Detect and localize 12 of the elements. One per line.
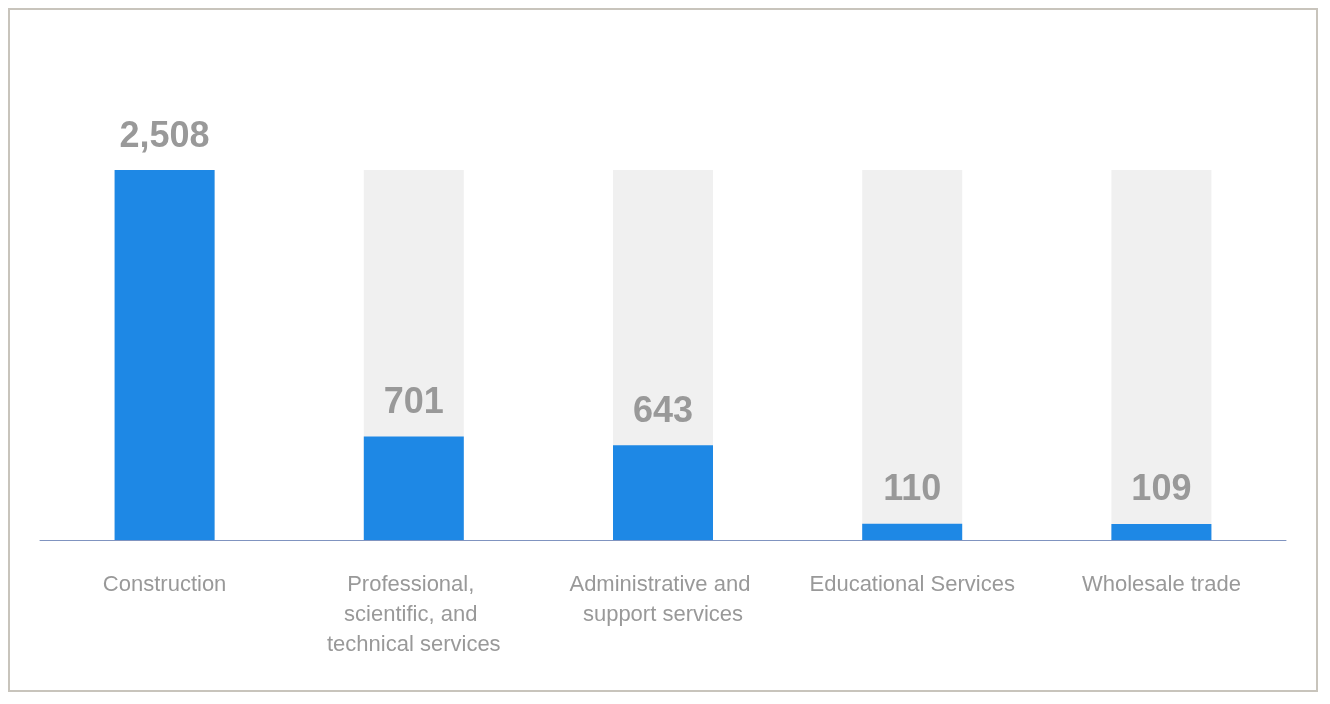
data-label: 110: [883, 467, 942, 509]
x-tick-label: Wholesale trade: [1081, 570, 1241, 596]
data-label: 701: [383, 380, 444, 422]
data-label: 109: [1131, 467, 1192, 509]
data-label: 643: [632, 388, 694, 430]
x-tick-label: Professional, scientific, and technical services: [326, 570, 501, 656]
x-tick-label: Administrative and support services: [569, 570, 757, 626]
x-tick-label: Construction: [102, 570, 227, 596]
bar: [1111, 523, 1212, 540]
bar: [862, 523, 963, 540]
x-tick-label: Educational Services: [809, 570, 1015, 596]
data-label: 2,508: [119, 113, 210, 155]
